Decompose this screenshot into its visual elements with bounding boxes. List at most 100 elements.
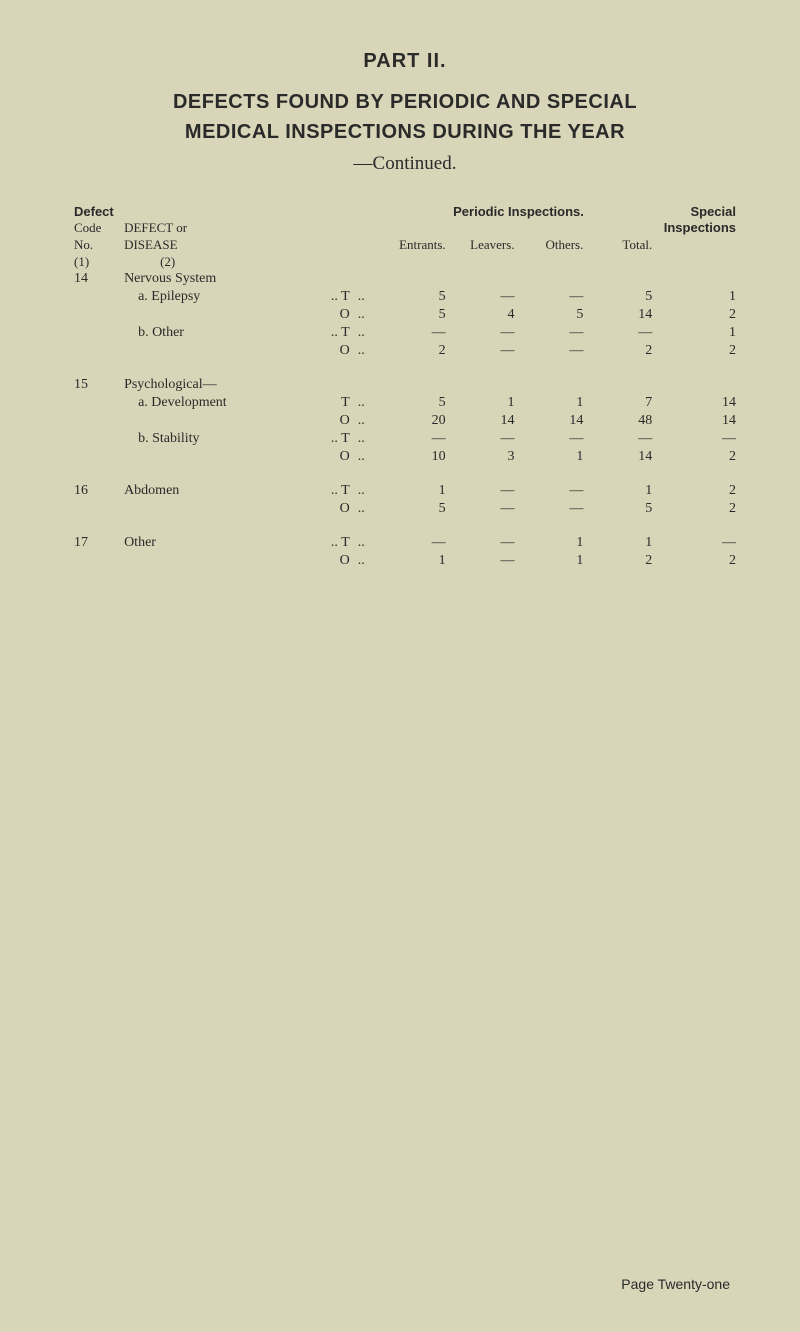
table-row: b. Stability .. T .. — — — — — [70,430,740,448]
table-row: O .. 2 — — 2 2 [70,342,740,360]
header-row-1: Defect Periodic Inspections. Special [70,203,740,219]
entrants-cell: — [381,324,450,342]
spacer [70,466,740,482]
total-cell: 5 [587,288,656,306]
leavers-cell: 1 [450,394,519,412]
code-cell: 16 [70,482,120,500]
leavers-cell: — [450,430,519,448]
table-row: 17 Other .. T .. — — 1 1 — [70,534,740,552]
others-cell: 1 [519,534,588,552]
dots-cell: .. [354,394,381,412]
total-cell: 7 [587,394,656,412]
main-title: DEFECTS FOUND BY PERIODIC AND SPECIAL ME… [70,87,740,147]
header-row-2: Code DEFECT or Inspections [70,219,740,236]
hdr-total: Total. [587,236,656,253]
to-cell: .. T [322,324,353,342]
sub-label: b. Other [120,324,322,342]
table-row: O .. 5 — — 5 2 [70,500,740,518]
code-cell: 14 [70,270,120,288]
table-row: 14 Nervous System [70,270,740,288]
to-cell: O [322,306,353,324]
others-cell: — [519,482,588,500]
table-row: O .. 1 — 1 2 2 [70,552,740,570]
others-cell: — [519,342,588,360]
special-cell: 1 [656,288,740,306]
to-cell: .. T [322,288,353,306]
leavers-cell: — [450,482,519,500]
table-row: a. Development T .. 5 1 1 7 14 [70,394,740,412]
sub-label: a. Epilepsy [120,288,322,306]
to-cell: .. T [322,534,353,552]
special-cell: 2 [656,448,740,466]
others-cell: 1 [519,394,588,412]
dots-cell: .. [354,448,381,466]
entrants-cell: 2 [381,342,450,360]
others-cell: 5 [519,306,588,324]
dots-cell: .. [354,342,381,360]
leavers-cell: — [450,324,519,342]
spacer [70,360,740,376]
special-cell: — [656,534,740,552]
hdr-special: Special [656,203,740,219]
leavers-cell: — [450,552,519,570]
hdr-paren1: (1) [70,253,120,270]
dots-cell: .. [354,324,381,342]
others-cell: — [519,288,588,306]
others-cell: 1 [519,448,588,466]
total-cell: 2 [587,342,656,360]
dots-cell: .. [354,534,381,552]
leavers-cell: 3 [450,448,519,466]
entrants-cell: 10 [381,448,450,466]
to-cell: .. T [322,430,353,448]
entrants-cell: 5 [381,394,450,412]
defects-table: Defect Periodic Inspections. Special Cod… [70,203,740,570]
hdr-code: Code [70,219,120,236]
spacer [70,518,740,534]
special-cell: 1 [656,324,740,342]
special-cell: 2 [656,552,740,570]
special-cell: 14 [656,394,740,412]
total-cell: 14 [587,306,656,324]
part-title: PART II. [70,50,740,73]
title-line-1: DEFECTS FOUND BY PERIODIC AND SPECIAL [173,91,637,113]
hdr-inspections: Inspections [656,219,740,236]
total-cell: 5 [587,500,656,518]
hdr-paren2: (2) [120,253,322,270]
entrants-cell: 5 [381,500,450,518]
defect-label: Other [120,534,322,552]
document-page: PART II. DEFECTS FOUND BY PERIODIC AND S… [0,0,800,1332]
header-row-3: No. DISEASE Entrants. Leavers. Others. T… [70,236,740,253]
table-row: a. Epilepsy .. T .. 5 — — 5 1 [70,288,740,306]
hdr-entrants: Entrants. [381,236,450,253]
entrants-cell: 1 [381,552,450,570]
defect-label: Abdomen [120,482,322,500]
table-row: 16 Abdomen .. T .. 1 — — 1 2 [70,482,740,500]
special-cell: 2 [656,342,740,360]
dots-cell: .. [354,306,381,324]
hdr-periodic: Periodic Inspections. [381,203,656,219]
hdr-others: Others. [519,236,588,253]
sub-label: a. Development [120,394,322,412]
special-cell: 2 [656,482,740,500]
table-row: 15 Psychological— [70,376,740,394]
table-row: O .. 5 4 5 14 2 [70,306,740,324]
entrants-cell: — [381,430,450,448]
to-cell: T [322,394,353,412]
entrants-cell: — [381,534,450,552]
table-row: b. Other .. T .. — — — — 1 [70,324,740,342]
total-cell: 1 [587,534,656,552]
others-cell: 14 [519,412,588,430]
title-line-2: MEDICAL INSPECTIONS DURING THE YEAR [185,121,625,143]
total-cell: 14 [587,448,656,466]
continued-label: —Continued. [70,153,740,175]
leavers-cell: — [450,500,519,518]
total-cell: 48 [587,412,656,430]
others-cell: — [519,324,588,342]
others-cell: — [519,500,588,518]
to-cell: O [322,500,353,518]
to-cell: O [322,552,353,570]
to-cell: O [322,448,353,466]
total-cell: 1 [587,482,656,500]
special-cell: 2 [656,500,740,518]
sub-label: b. Stability [120,430,322,448]
